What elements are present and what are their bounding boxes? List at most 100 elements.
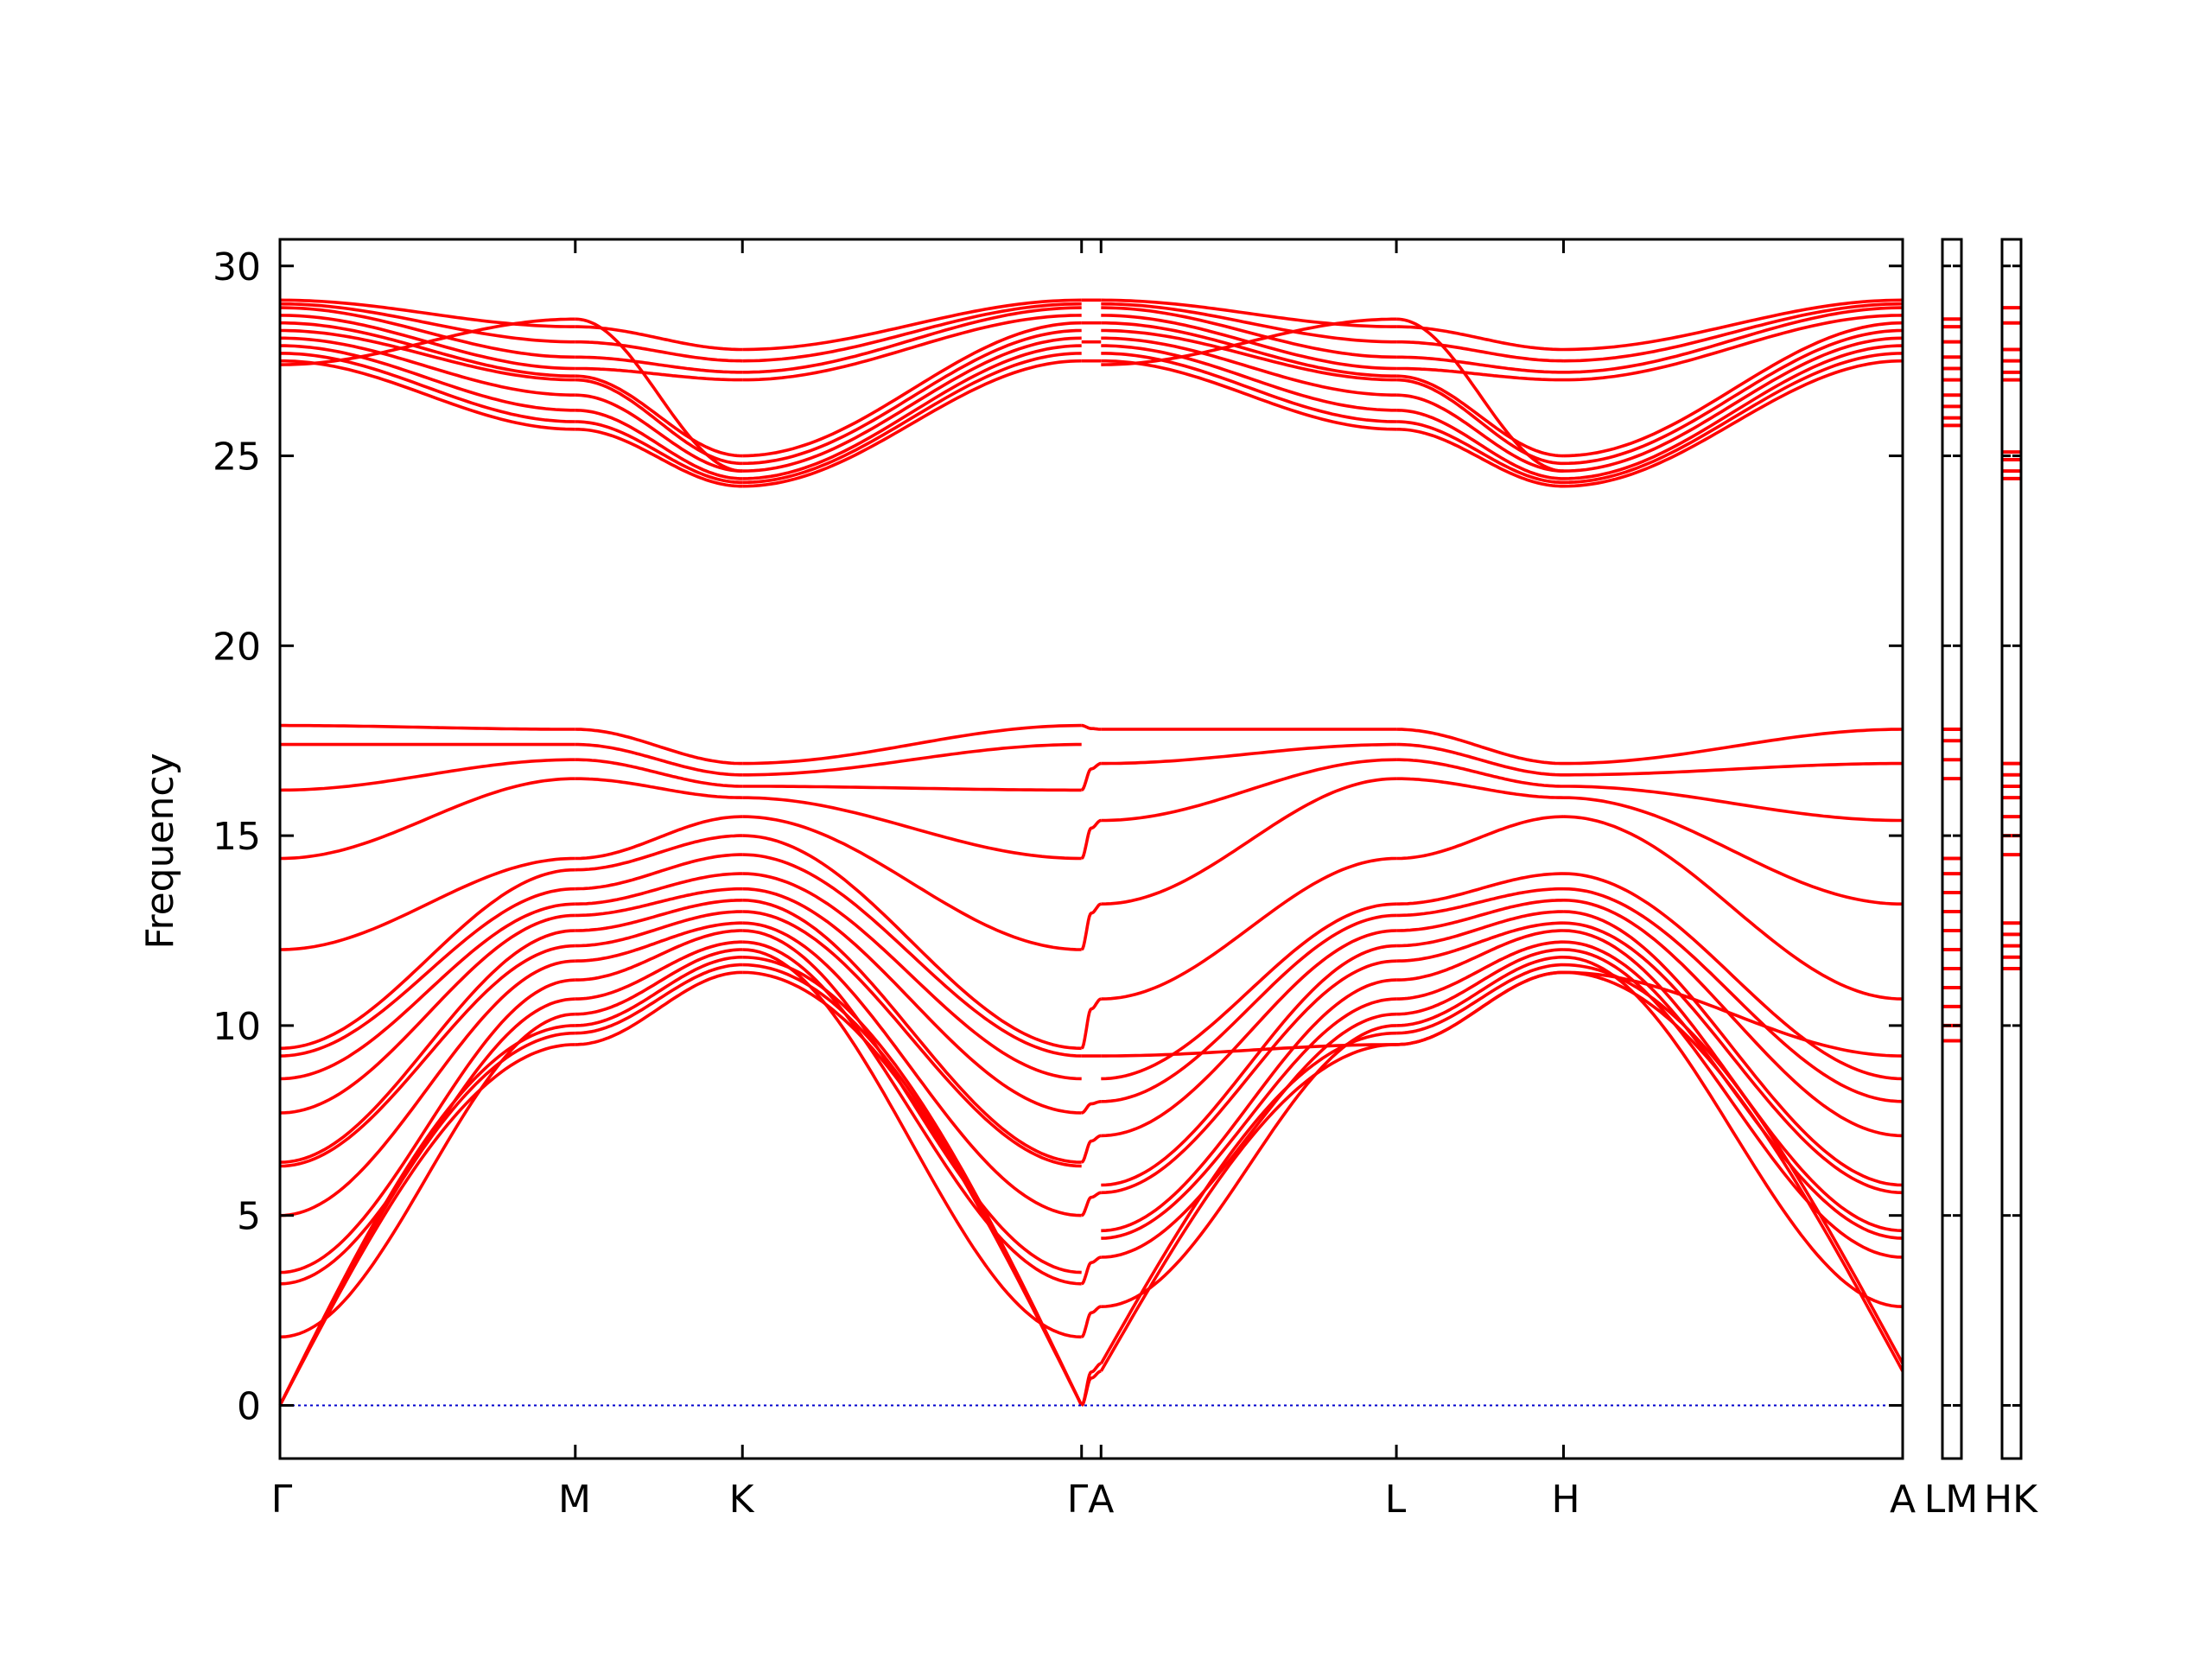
- y-tick-label: 5: [237, 1195, 261, 1239]
- band-optical: [1396, 378, 1564, 466]
- band-low: [742, 940, 1082, 1286]
- band-optical: [1101, 336, 1397, 397]
- x-tick-label-gamma-a: ΓA: [1067, 1478, 1115, 1522]
- band-low: [1563, 956, 1903, 1308]
- band-low: [1101, 1043, 1397, 1058]
- band-optical: [1563, 306, 1903, 374]
- band-mid: [1101, 758, 1397, 823]
- band-gamma-a: [1080, 902, 1102, 951]
- band-mid: [742, 785, 1082, 792]
- band-gamma-a: [1081, 723, 1102, 731]
- band-optical: [1563, 302, 1903, 363]
- band-optical: [280, 328, 575, 382]
- band-low: [742, 929, 1082, 1274]
- band-optical: [1101, 306, 1397, 359]
- band-low: [1563, 948, 1903, 1259]
- band-gamma-a: [1080, 1362, 1102, 1407]
- main-frame: [278, 238, 1904, 1460]
- band-low: [1563, 921, 1903, 1195]
- band-optical: [1563, 344, 1903, 480]
- band-mid: [1101, 742, 1397, 766]
- band-optical: [742, 306, 1082, 374]
- band-optical: [742, 298, 1082, 352]
- band-low: [1101, 978, 1397, 1233]
- band-low: [1563, 887, 1903, 1103]
- band-low: [1563, 963, 1903, 1364]
- band-low: [575, 872, 743, 906]
- band-low: [742, 948, 1082, 1339]
- band-low: [1101, 944, 1397, 1187]
- band-optical: [1563, 298, 1903, 352]
- band-gamma-a: [1080, 997, 1102, 1050]
- band-mid: [742, 742, 1082, 777]
- band-low: [575, 956, 743, 1027]
- band-low: [575, 910, 743, 948]
- band-optical: [1396, 374, 1564, 458]
- band-optical: [1563, 328, 1903, 466]
- band-lines-panel-hk: [2002, 306, 2021, 970]
- band-mid: [1396, 758, 1564, 788]
- band-low: [1563, 910, 1903, 1187]
- band-mid: [575, 815, 743, 861]
- band-low: [278, 1024, 575, 1407]
- band-mid: [1563, 728, 1903, 766]
- band-mid: [279, 856, 575, 951]
- band-optical: [280, 359, 575, 431]
- band-mid: [575, 728, 743, 766]
- band-optical: [575, 317, 743, 473]
- band-mid: [1396, 728, 1564, 766]
- band-low: [575, 963, 743, 1035]
- band-optical: [742, 336, 1082, 473]
- band-optical: [575, 409, 743, 480]
- band-low: [279, 913, 575, 1115]
- band-mid: [575, 777, 743, 799]
- band-mid: [279, 868, 575, 1051]
- band-lines-panel-lm: [1942, 317, 1961, 1043]
- band-mid: [742, 834, 1082, 1051]
- band-low: [1101, 929, 1397, 1138]
- band-optical: [1396, 355, 1564, 374]
- band-mid: [1396, 777, 1564, 799]
- band-low: [1396, 921, 1564, 963]
- band-optical: [279, 298, 575, 328]
- band-optical: [1101, 317, 1397, 366]
- band-optical: [1101, 302, 1397, 344]
- band-low: [1101, 913, 1397, 1103]
- band-low: [1396, 940, 1564, 1001]
- band-optical: [742, 352, 1082, 485]
- band-optical: [280, 321, 575, 378]
- band-optical: [1101, 344, 1397, 412]
- band-low: [279, 902, 575, 1081]
- band-low: [1563, 899, 1903, 1138]
- band-optical: [1396, 420, 1564, 485]
- band-optical: [1101, 321, 1397, 378]
- band-mid: [1101, 777, 1397, 906]
- band-low: [1396, 948, 1564, 1016]
- band-mid: [575, 742, 743, 777]
- band-optical: [1396, 317, 1564, 473]
- band-optical: [1101, 298, 1397, 328]
- band-mid: [279, 777, 575, 861]
- band-optical: [1396, 409, 1564, 480]
- band-low: [279, 944, 575, 1168]
- band-mid: [1563, 796, 1903, 906]
- band-low: [575, 899, 743, 932]
- y-tick-label: 15: [213, 815, 261, 859]
- band-low: [1563, 929, 1903, 1233]
- band-mid: [575, 758, 743, 788]
- band-optical: [1563, 359, 1903, 488]
- band-optical: [742, 344, 1082, 480]
- band-low: [1396, 956, 1564, 1027]
- band-low: [1396, 929, 1564, 982]
- band-low: [742, 921, 1082, 1217]
- band-optical: [575, 378, 743, 466]
- band-low: [279, 1012, 575, 1339]
- x-tick-label-a: A: [1890, 1478, 1916, 1522]
- band-mid: [742, 796, 1082, 861]
- band-mid: [575, 853, 743, 891]
- band-mid: [1563, 785, 1903, 823]
- band-low: [742, 956, 1084, 1407]
- band-low: [1101, 959, 1397, 1195]
- band-optical: [279, 306, 575, 359]
